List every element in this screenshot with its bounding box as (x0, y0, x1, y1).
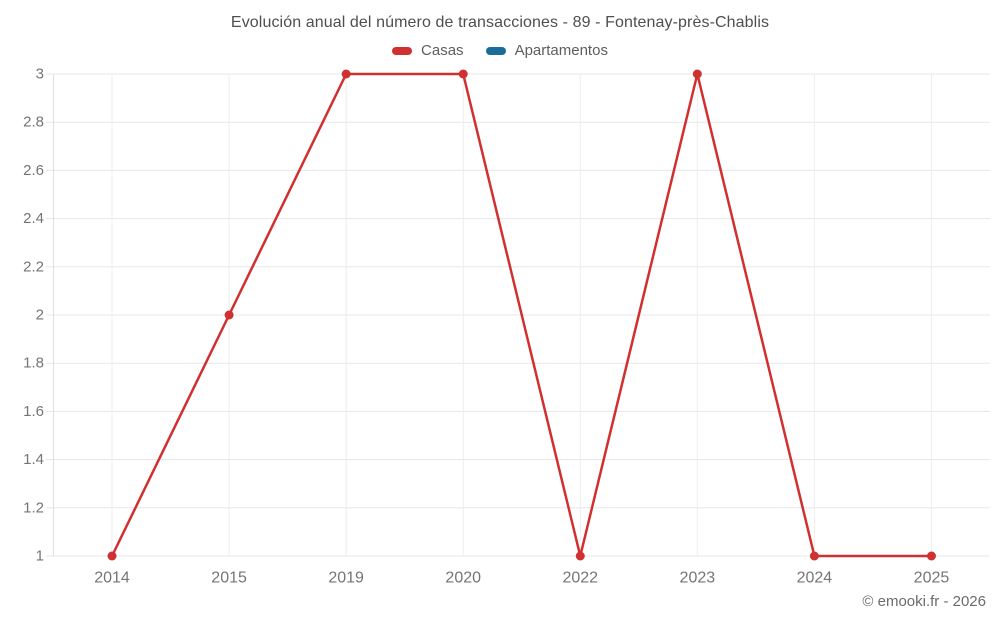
y-tick-label: 2.6 (23, 162, 44, 179)
x-tick-label: 2014 (94, 570, 130, 587)
y-tick-label: 1.6 (23, 403, 44, 420)
legend: Casas Apartamentos (0, 42, 1000, 59)
data-point-casas[interactable] (809, 551, 819, 561)
data-point-casas[interactable] (692, 69, 702, 79)
data-point-casas[interactable] (341, 69, 351, 79)
data-point-casas[interactable] (224, 310, 234, 320)
x-tick-label: 2015 (211, 570, 247, 587)
y-tick-label: 2.4 (23, 210, 44, 227)
data-point-casas[interactable] (926, 551, 936, 561)
apartamentos-swatch-icon (485, 46, 506, 55)
legend-label-casas: Casas (421, 42, 464, 59)
data-point-casas[interactable] (107, 551, 117, 561)
x-tick-label: 2025 (914, 570, 950, 587)
y-tick-label: 1 (36, 548, 44, 565)
data-point-casas[interactable] (458, 69, 468, 79)
x-tick-label: 2023 (680, 570, 716, 587)
legend-label-apartamentos: Apartamentos (514, 42, 608, 59)
series-line-casas (110, 72, 933, 558)
legend-item-apartamentos[interactable]: Apartamentos (485, 42, 608, 59)
y-tick-label: 1.8 (23, 355, 44, 372)
y-tick-label: 1.4 (23, 451, 44, 468)
y-tick-label: 1.2 (23, 499, 44, 516)
casas-swatch-icon (392, 46, 413, 55)
data-point-casas[interactable] (575, 551, 585, 561)
chart-title: Evolución anual del número de transaccio… (230, 14, 770, 31)
x-tick-label: 2019 (328, 570, 364, 587)
footer-credit: © emooki.fr - 2026 (862, 593, 986, 610)
y-tick-label: 2.8 (23, 114, 44, 131)
x-tick-label: 2024 (797, 570, 833, 587)
y-tick-label: 2.2 (23, 258, 44, 275)
legend-item-casas[interactable]: Casas (392, 42, 464, 59)
y-tick-label: 3 (36, 66, 44, 83)
x-tick-label: 2022 (562, 570, 598, 587)
x-tick-label: 2020 (445, 570, 481, 587)
y-tick-label: 2 (36, 307, 44, 324)
